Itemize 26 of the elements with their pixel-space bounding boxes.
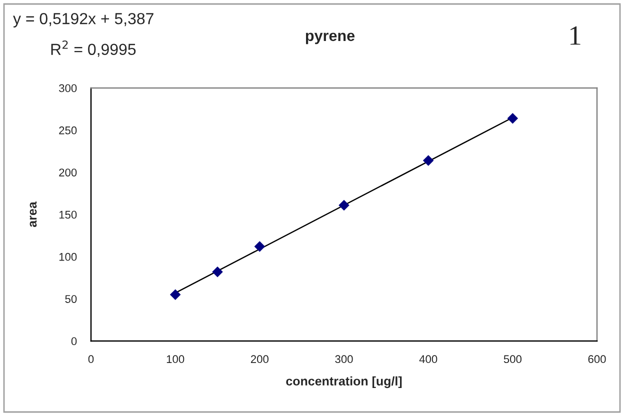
- y-tick-label: 0: [71, 337, 77, 346]
- y-tick-label: 250: [59, 126, 77, 134]
- x-tick-label: 100: [166, 355, 184, 364]
- text: y = 0,5192x + 5,387: [13, 12, 154, 28]
- point: [170, 289, 181, 300]
- point: [507, 112, 518, 124]
- y-tick-label: 100: [59, 252, 77, 261]
- y-axis-title: area: [30, 202, 37, 227]
- point: [338, 200, 350, 211]
- y-tick-label: 200: [59, 168, 77, 176]
- chart-title: pyrene: [306, 32, 355, 44]
- point: [212, 266, 223, 278]
- text: R$^{2}$ = 0,9995: [51, 40, 136, 57]
- x-axis-title: concentration [ug/l]: [286, 376, 402, 388]
- y-tick-label: 50: [65, 295, 77, 303]
- x-tick-label: 300: [335, 355, 353, 364]
- x-tick-label: 600: [588, 355, 606, 364]
- x-tick-label: 500: [504, 355, 522, 364]
- x-tick-label: 0: [88, 355, 94, 364]
- x-tick-label: 200: [250, 355, 268, 364]
- y-tick-label: 300: [59, 84, 77, 92]
- point: [422, 155, 434, 166]
- point: [254, 241, 266, 252]
- y-tick-label: 150: [59, 210, 77, 219]
- x-tick-label: 400: [419, 355, 438, 364]
- text: 1: [570, 26, 580, 45]
